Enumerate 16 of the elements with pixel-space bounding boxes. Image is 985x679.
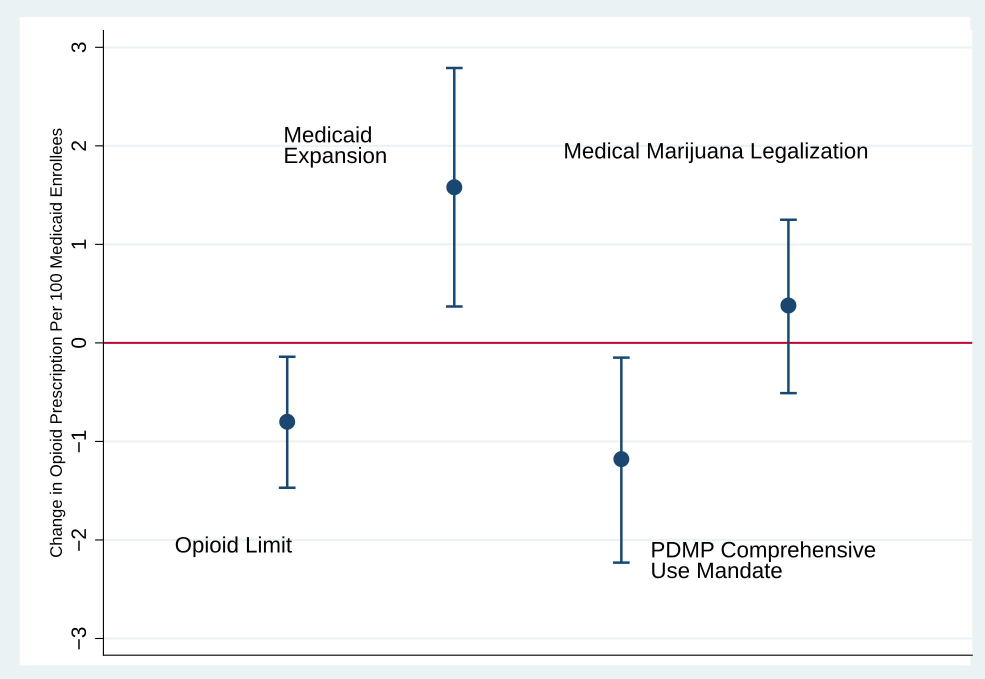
y-tick-label: 1: [72, 240, 86, 249]
annotation: Medicaid Expansion: [285, 126, 386, 168]
point: [613, 451, 630, 468]
annotation: PDMP Comprehensive Use Mandate: [652, 541, 876, 578]
point: [279, 414, 296, 430]
y-tick-label: −2: [71, 529, 86, 551]
y-tick-label: 3: [71, 42, 86, 52]
point: [446, 179, 462, 196]
y-tick-label: −1: [72, 430, 86, 452]
y-axis-title: Change in Opioid Prescription Per 100 Medicaid Enrollees: [50, 128, 66, 557]
y-tick-label: 2: [71, 141, 86, 151]
point: [780, 297, 796, 314]
y-tick-label: −3: [71, 628, 86, 650]
y-tick-label: 0: [71, 338, 86, 348]
annotation: Opioid Limit: [176, 536, 292, 558]
annotation: Medical Marijuana Legalization: [565, 142, 868, 164]
